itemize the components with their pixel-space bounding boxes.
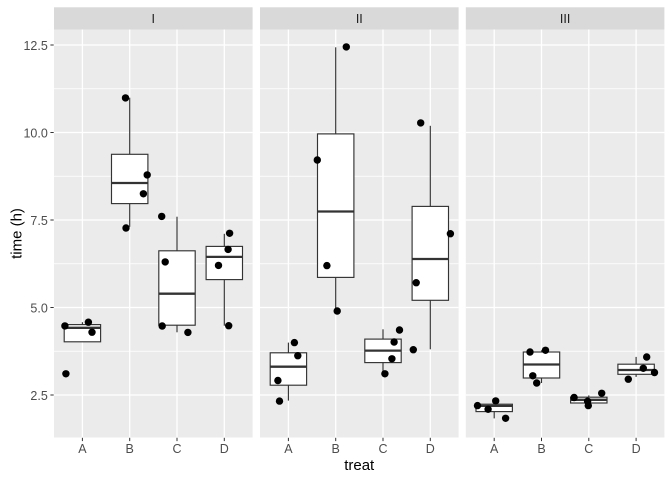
svg-text:D: D	[220, 442, 229, 456]
svg-text:C: C	[378, 442, 387, 456]
svg-text:C: C	[172, 442, 181, 456]
svg-text:I: I	[152, 12, 155, 26]
svg-text:B: B	[537, 442, 545, 456]
svg-text:II: II	[356, 12, 363, 26]
svg-text:12.5: 12.5	[23, 39, 47, 53]
svg-text:2.5: 2.5	[30, 389, 47, 403]
svg-text:III: III	[560, 12, 570, 26]
svg-text:7.5: 7.5	[30, 214, 47, 228]
svg-text:time (h): time (h)	[9, 208, 26, 259]
svg-text:5.0: 5.0	[30, 302, 47, 316]
svg-text:10.0: 10.0	[23, 127, 47, 141]
svg-text:D: D	[426, 442, 435, 456]
svg-text:B: B	[126, 442, 134, 456]
svg-text:A: A	[78, 442, 87, 456]
svg-text:B: B	[332, 442, 340, 456]
svg-text:A: A	[284, 442, 293, 456]
svg-text:D: D	[632, 442, 641, 456]
svg-text:treat: treat	[344, 457, 375, 474]
svg-text:C: C	[584, 442, 593, 456]
svg-text:A: A	[490, 442, 499, 456]
